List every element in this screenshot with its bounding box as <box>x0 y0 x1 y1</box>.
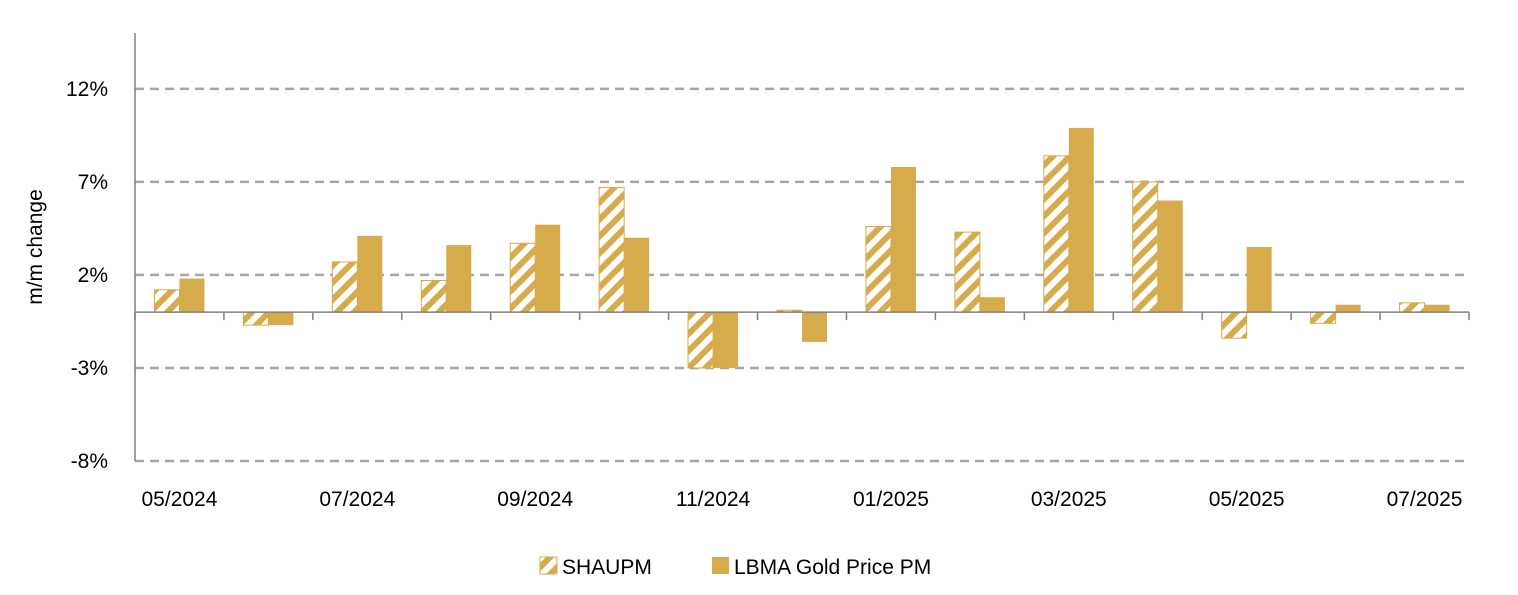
legend-item-lbma-label: LBMA Gold Price PM <box>734 556 931 579</box>
x-tick-label: 03/2025 <box>1031 488 1107 511</box>
bar-shaupm <box>1399 302 1426 313</box>
axes <box>134 33 1470 461</box>
y-tick-label: -3% <box>71 357 108 380</box>
y-tick-label: 7% <box>78 171 108 194</box>
bar-lbma <box>1068 127 1094 313</box>
bar-lbma <box>535 224 561 313</box>
bar-lbma <box>1246 247 1272 313</box>
y-axis-title: m/m change <box>24 189 47 305</box>
bar-shaupm <box>509 242 536 313</box>
y-tick-label: 12% <box>66 78 108 101</box>
x-tick-label: 11/2024 <box>676 488 751 511</box>
x-tick-label: 07/2025 <box>1387 488 1463 511</box>
bar-shaupm <box>687 311 714 369</box>
bar-shaupm <box>598 186 625 313</box>
bar-lbma <box>268 312 294 326</box>
y-tick-label: 2% <box>78 264 108 287</box>
bar-lbma <box>1424 304 1450 313</box>
bar-shaupm <box>153 289 180 313</box>
bar-lbma <box>446 245 472 313</box>
bar-shaupm <box>1132 181 1159 313</box>
x-tick-labels: 05/2024 07/2024 09/2024 11/2024 01/2025 03/20… <box>142 488 1463 511</box>
bar-lbma <box>624 237 650 313</box>
bar-lbma <box>979 297 1005 313</box>
legend: SHAUPM LBMA Gold Price PM <box>539 556 931 579</box>
bars <box>153 127 1450 369</box>
legend-item-lbma-swatch <box>712 557 729 574</box>
x-tick-label: 05/2024 <box>142 488 218 511</box>
y-tick-label: -8% <box>71 450 108 473</box>
x-tick-label: 07/2024 <box>319 488 395 511</box>
bar-shaupm <box>1221 311 1248 339</box>
bar-lbma <box>1335 304 1361 313</box>
bar-lbma <box>890 166 916 313</box>
y-tick-labels: 12% 7% 2% -3% -8% <box>66 78 108 473</box>
x-tick-label: 09/2024 <box>497 488 573 511</box>
bar-lbma <box>802 312 827 342</box>
bar-shaupm <box>954 231 981 313</box>
bar-shaupm <box>1310 311 1337 324</box>
x-tick-label: 01/2025 <box>853 488 929 511</box>
bar-lbma <box>179 278 205 313</box>
bar-lbma <box>1157 200 1183 313</box>
legend-item-shaupm-label: SHAUPM <box>562 556 652 579</box>
bar-shaupm <box>331 261 358 313</box>
bar-shaupm <box>1043 155 1070 313</box>
legend-item-shaupm-swatch <box>539 556 558 575</box>
bar-shaupm <box>420 279 447 313</box>
bar-shaupm <box>865 226 892 313</box>
bar-lbma <box>357 235 383 313</box>
x-tick-label: 05/2025 <box>1209 488 1285 511</box>
bar-lbma <box>713 312 739 368</box>
bar-shaupm <box>242 311 269 326</box>
